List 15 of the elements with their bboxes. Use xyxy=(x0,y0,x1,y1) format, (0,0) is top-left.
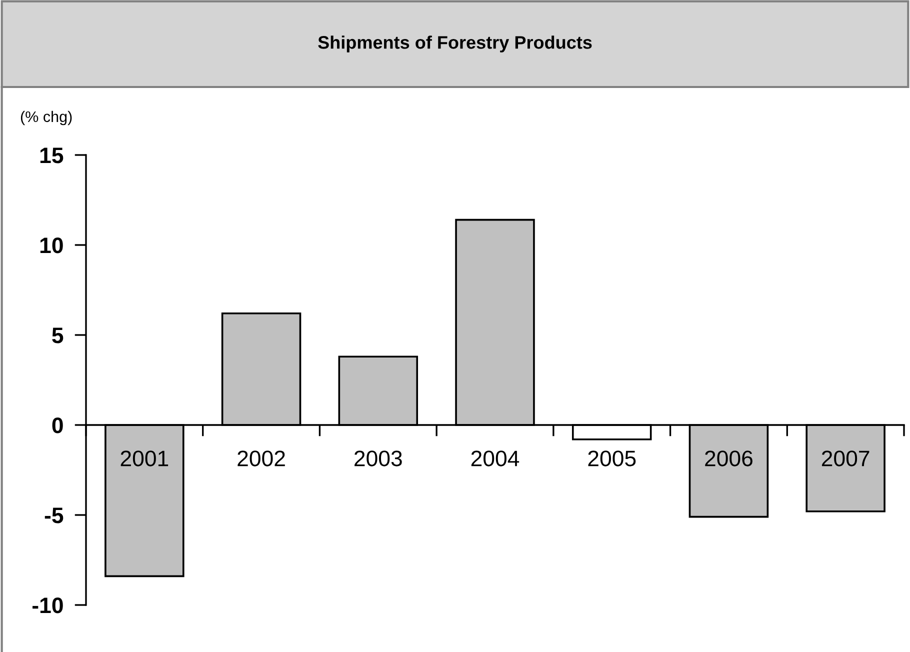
x-tick-label: 2001 xyxy=(120,450,168,466)
chart-title: Shipments of Forestry Products xyxy=(318,36,592,52)
y-tick-label: -10 xyxy=(32,598,63,614)
y-tick-label: 0 xyxy=(52,418,63,434)
x-tick-label: 2003 xyxy=(354,450,402,466)
y-axis-title: (% chg) xyxy=(20,110,72,126)
x-tick-label: 2005 xyxy=(588,450,636,466)
x-tick-label: 2006 xyxy=(705,450,752,466)
y-tick-label: 15 xyxy=(40,148,64,164)
y-tick-label: -5 xyxy=(44,508,64,524)
x-tick-label: 2007 xyxy=(822,450,870,466)
x-tick-label: 2004 xyxy=(471,450,520,466)
x-tick-label: 2002 xyxy=(238,450,285,466)
y-tick-label: 5 xyxy=(52,328,64,344)
y-tick-label: 10 xyxy=(40,238,63,254)
